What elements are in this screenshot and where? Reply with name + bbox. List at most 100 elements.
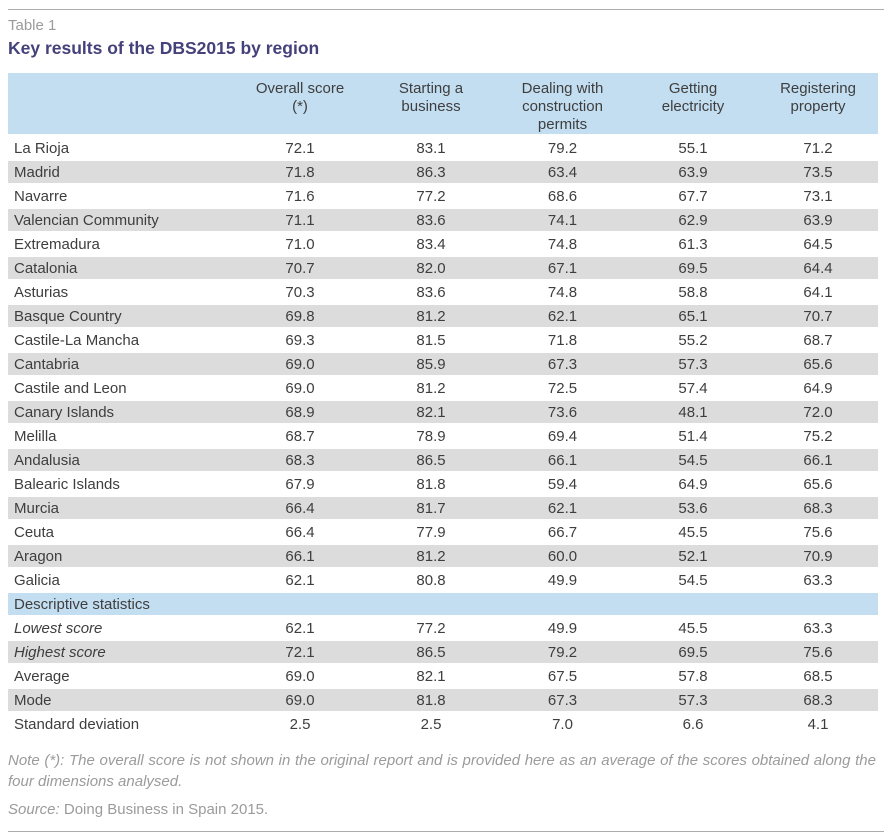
value-cell: 71.1	[235, 209, 365, 233]
value-cell: 75.6	[758, 641, 878, 665]
table-row: Murcia 66.4 81.7 62.1 53.6 68.3	[8, 497, 878, 521]
value-cell: 55.1	[628, 137, 758, 161]
value-cell: 60.0	[497, 545, 628, 569]
value-cell: 68.7	[758, 329, 878, 353]
value-cell: 64.5	[758, 233, 878, 257]
value-cell: 4.1	[758, 713, 878, 737]
row-label: Average	[8, 665, 235, 689]
row-label: Castile and Leon	[8, 377, 235, 401]
row-label: Lowest score	[8, 617, 235, 641]
table-row: Aragon 66.1 81.2 60.0 52.1 70.9	[8, 545, 878, 569]
column-header: Starting a business	[365, 73, 497, 137]
value-cell: 55.2	[628, 329, 758, 353]
value-cell: 70.9	[758, 545, 878, 569]
table-row: Mode 69.0 81.8 67.3 57.3 68.3	[8, 689, 878, 713]
column-header: Registering property	[758, 73, 878, 137]
table-row: Castile and Leon 69.0 81.2 72.5 57.4 64.9	[8, 377, 878, 401]
value-cell: 69.8	[235, 305, 365, 329]
value-cell: 72.5	[497, 377, 628, 401]
value-cell: 69.0	[235, 689, 365, 713]
header-row: Overall score (*) Starting a business Deal…	[8, 73, 878, 137]
row-label: Melilla	[8, 425, 235, 449]
value-cell: 83.4	[365, 233, 497, 257]
row-label: Asturias	[8, 281, 235, 305]
value-cell: 63.3	[758, 617, 878, 641]
source-line: Source: Doing Business in Spain 2015.	[8, 801, 878, 819]
value-cell: 69.0	[235, 665, 365, 689]
value-cell: 86.5	[365, 449, 497, 473]
value-cell: 86.3	[365, 161, 497, 185]
value-cell: 67.7	[628, 185, 758, 209]
value-cell: 74.8	[497, 281, 628, 305]
table-row: Ceuta 66.4 77.9 66.7 45.5 75.6	[8, 521, 878, 545]
value-cell: 51.4	[628, 425, 758, 449]
value-cell: 59.4	[497, 473, 628, 497]
table-row: Cantabria 69.0 85.9 67.3 57.3 65.6	[8, 353, 878, 377]
value-cell: 68.6	[497, 185, 628, 209]
value-cell: 86.5	[365, 641, 497, 665]
value-cell: 69.3	[235, 329, 365, 353]
value-cell: 74.8	[497, 233, 628, 257]
table-row: Balearic Islands 67.9 81.8 59.4 64.9 65.6	[8, 473, 878, 497]
value-cell: 71.8	[235, 161, 365, 185]
value-cell: 72.0	[758, 401, 878, 425]
value-cell: 45.5	[628, 617, 758, 641]
row-label: Balearic Islands	[8, 473, 235, 497]
value-cell: 79.2	[497, 137, 628, 161]
value-cell: 49.9	[497, 617, 628, 641]
value-cell: 61.3	[628, 233, 758, 257]
source-label: Source:	[8, 801, 60, 818]
table-row: Standard deviation 2.5 2.5 7.0 6.6 4.1	[8, 713, 878, 737]
row-label: Ceuta	[8, 521, 235, 545]
value-cell: 70.7	[235, 257, 365, 281]
value-cell: 82.1	[365, 401, 497, 425]
table-row: Asturias 70.3 83.6 74.8 58.8 64.1	[8, 281, 878, 305]
section-row: Descriptive statistics	[8, 593, 878, 617]
value-cell: 67.9	[235, 473, 365, 497]
value-cell: 65.6	[758, 473, 878, 497]
value-cell: 68.9	[235, 401, 365, 425]
row-label: Aragon	[8, 545, 235, 569]
table-row: Basque Country 69.8 81.2 62.1 65.1 70.7	[8, 305, 878, 329]
value-cell: 68.3	[235, 449, 365, 473]
value-cell: 63.3	[758, 569, 878, 593]
value-cell: 69.5	[628, 257, 758, 281]
value-cell: 69.0	[235, 353, 365, 377]
value-cell: 82.0	[365, 257, 497, 281]
row-label: Galicia	[8, 569, 235, 593]
value-cell: 6.6	[628, 713, 758, 737]
value-cell: 66.1	[758, 449, 878, 473]
row-label: Navarre	[8, 185, 235, 209]
table-row: Lowest score 62.1 77.2 49.9 45.5 63.3	[8, 617, 878, 641]
value-cell: 62.1	[235, 569, 365, 593]
value-cell: 79.2	[497, 641, 628, 665]
value-cell: 80.8	[365, 569, 497, 593]
value-cell: 74.1	[497, 209, 628, 233]
value-cell: 57.4	[628, 377, 758, 401]
section-label: Descriptive statistics	[8, 593, 878, 617]
row-label: Castile-La Mancha	[8, 329, 235, 353]
value-cell: 64.9	[628, 473, 758, 497]
row-label: Mode	[8, 689, 235, 713]
value-cell: 67.1	[497, 257, 628, 281]
table-caption: Table 1	[8, 17, 57, 34]
value-cell: 54.5	[628, 449, 758, 473]
value-cell: 71.8	[497, 329, 628, 353]
value-cell: 2.5	[235, 713, 365, 737]
value-cell: 69.4	[497, 425, 628, 449]
value-cell: 70.3	[235, 281, 365, 305]
row-label: Catalonia	[8, 257, 235, 281]
value-cell: 62.1	[497, 305, 628, 329]
table-row: Castile-La Mancha 69.3 81.5 71.8 55.2 68.7	[8, 329, 878, 353]
column-header: Dealing with construction permits	[497, 73, 628, 137]
value-cell: 67.5	[497, 665, 628, 689]
value-cell: 83.6	[365, 209, 497, 233]
row-label: La Rioja	[8, 137, 235, 161]
value-cell: 83.6	[365, 281, 497, 305]
value-cell: 63.4	[497, 161, 628, 185]
value-cell: 54.5	[628, 569, 758, 593]
table-row: La Rioja 72.1 83.1 79.2 55.1 71.2	[8, 137, 878, 161]
value-cell: 83.1	[365, 137, 497, 161]
value-cell: 81.7	[365, 497, 497, 521]
